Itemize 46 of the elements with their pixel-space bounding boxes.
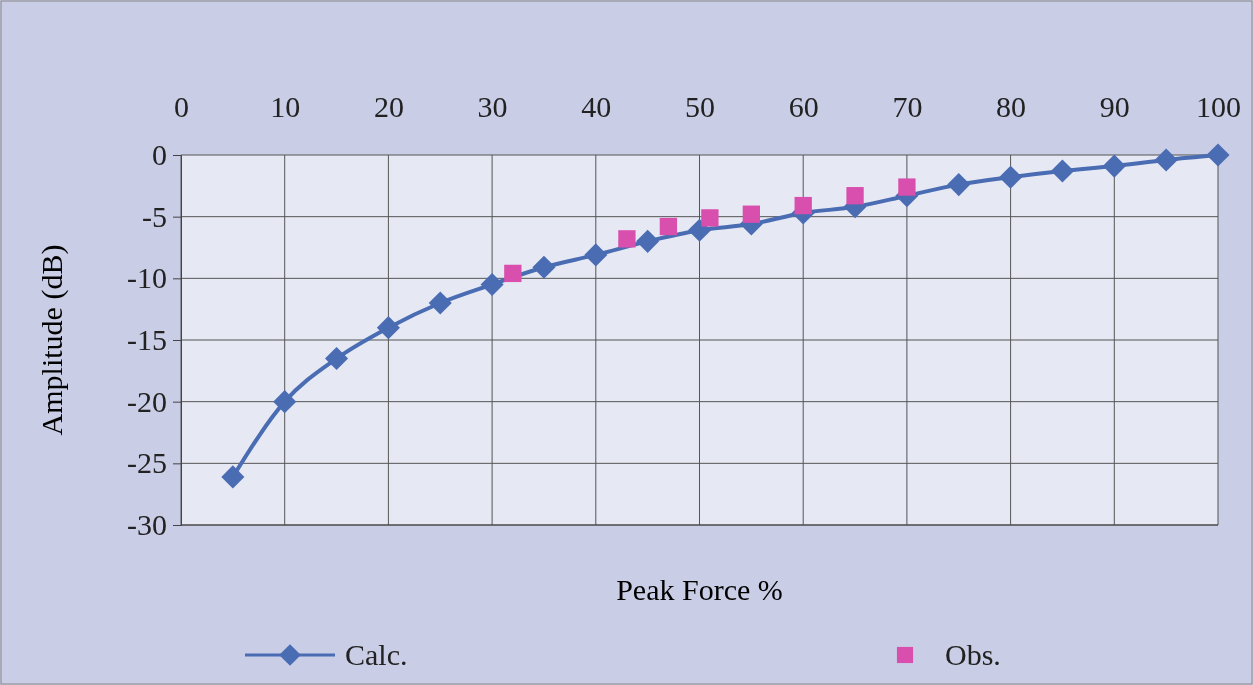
x-tick-label: 50 [685,90,715,123]
point [480,272,504,297]
point [1102,154,1126,178]
point [325,346,349,371]
point [794,196,812,215]
point [636,229,660,253]
point [1154,148,1178,172]
point [428,291,452,315]
x-tick-label: 10 [270,90,301,123]
y-tick-label: -30 [127,508,167,542]
x-tick-label: 60 [788,90,819,123]
x-tick-label: 30 [477,90,508,123]
x-tick-label: 0 [174,90,189,123]
point [947,173,971,197]
point [1050,159,1074,183]
point [898,178,916,196]
point [273,390,297,414]
legend-label: Calc. [345,638,408,671]
x-tick-label: 70 [892,90,923,123]
y-tick-label: -15 [127,323,167,357]
point [701,209,719,227]
point [618,230,636,248]
x-tick-label: 20 [373,90,404,123]
point [1206,143,1230,167]
point [504,264,522,283]
point [221,465,245,489]
point [742,205,761,223]
x-axis-title: Peak Force % [616,573,783,606]
x-tick-label: 80 [996,90,1027,123]
x-tick-label: 100 [1196,90,1241,123]
y-tick-label: 0 [152,138,167,172]
y-tick-label: -20 [127,384,167,418]
point [376,316,400,340]
y-tick-label: -25 [127,446,167,480]
point [584,243,608,267]
point [659,217,678,236]
point [846,187,864,205]
point [532,255,556,279]
point [687,218,712,242]
legend-label: Obs. [945,638,1001,671]
x-tick-label: 90 [1099,90,1130,123]
y-axis-title: Amplitude (dB) [35,244,69,436]
point [999,165,1023,189]
y-tick-label: -10 [127,261,167,295]
y-tick-label: -5 [142,199,167,233]
x-tick-label: 40 [581,90,612,123]
